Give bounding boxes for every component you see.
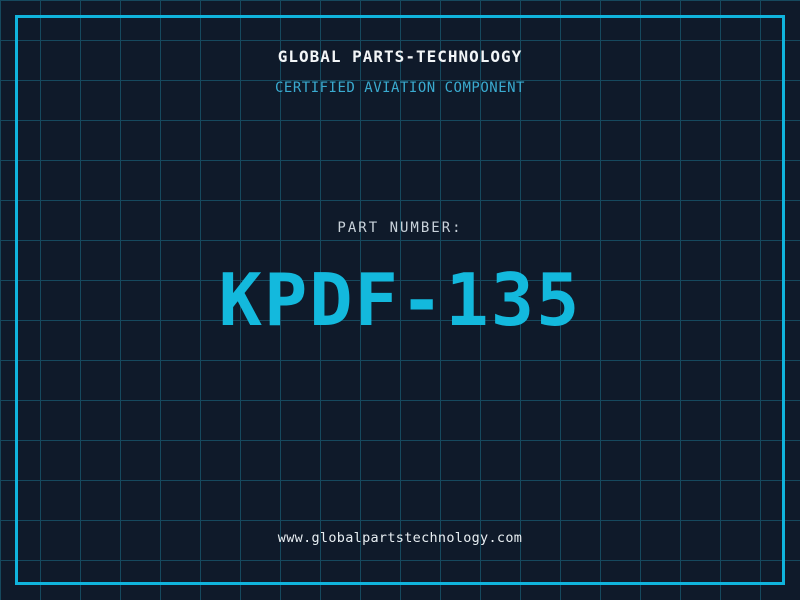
company-name: GLOBAL PARTS-TECHNOLOGY (277, 47, 523, 66)
certification-subtitle: CERTIFIED AVIATION COMPONENT (274, 80, 525, 96)
part-number-value: KPDF-135 (218, 258, 582, 342)
website-url: www.globalpartstechnology.com (277, 530, 523, 546)
part-number-label: PART NUMBER: (337, 220, 463, 236)
